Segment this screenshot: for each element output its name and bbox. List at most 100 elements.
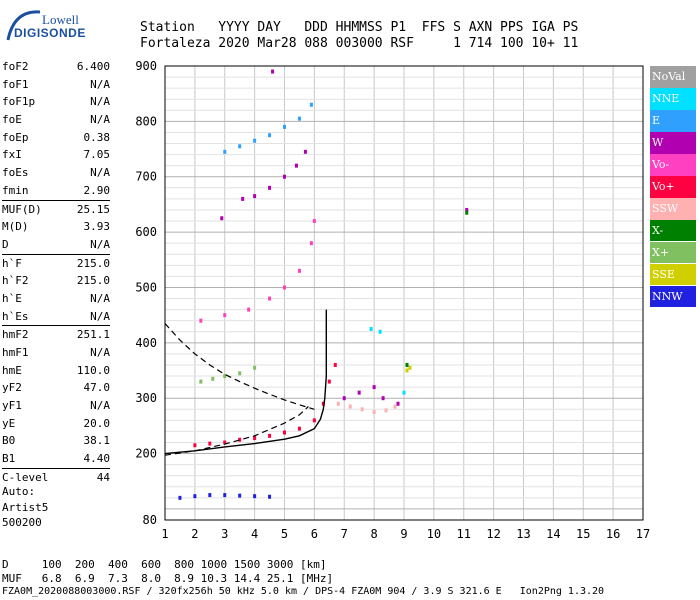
param-value: 4.40 bbox=[83, 452, 111, 466]
x-tick-label: 1 bbox=[161, 527, 168, 541]
echo-point bbox=[321, 401, 325, 406]
echo-point bbox=[223, 374, 227, 379]
x-tick-label: 13 bbox=[516, 527, 530, 541]
param-row: foF1p N/A bbox=[2, 93, 110, 111]
echo-point bbox=[271, 69, 275, 74]
echo-point bbox=[223, 440, 227, 445]
echo-point bbox=[297, 268, 301, 273]
param-row: M(D) 3.93 bbox=[2, 218, 110, 236]
param-label: foF2 bbox=[2, 60, 29, 73]
echo-point bbox=[268, 133, 272, 138]
echo-point bbox=[193, 443, 197, 448]
param-label: B0 bbox=[2, 434, 16, 448]
echo-point bbox=[303, 149, 307, 154]
legend-entry: NoVal bbox=[650, 66, 696, 88]
x-tick-label: 10 bbox=[427, 527, 441, 541]
x-tick-label: 7 bbox=[341, 527, 348, 541]
param-value: 3.93 bbox=[83, 220, 111, 234]
echo-point bbox=[199, 318, 203, 323]
param-row: MUF(D) 25.15 bbox=[2, 199, 110, 219]
param-row: hmF1 N/A bbox=[2, 344, 110, 362]
echo-point bbox=[238, 493, 242, 498]
muf-table-muf: MUF 6.8 6.9 7.3 8.0 8.9 10.3 14.4 25.1 [… bbox=[2, 572, 334, 585]
x-tick-label: 12 bbox=[486, 527, 500, 541]
echo-point bbox=[223, 313, 227, 318]
param-label: fmin bbox=[2, 183, 29, 197]
direction-legend: NoVal NNE E W Vo- Vo+ SSW X- X+ SSE NNW bbox=[650, 66, 696, 308]
echo-point bbox=[223, 493, 227, 498]
param-value: N/A bbox=[90, 113, 110, 127]
param-label: h`Es bbox=[2, 309, 29, 323]
echo-point bbox=[312, 418, 316, 423]
param-value: N/A bbox=[90, 237, 110, 251]
param-label: hmE bbox=[2, 363, 22, 377]
x-tick-label: 6 bbox=[311, 527, 318, 541]
y-tick-label: 80 bbox=[143, 513, 157, 527]
param-value: 215.0 bbox=[76, 274, 110, 288]
param-label: B1 bbox=[2, 452, 16, 466]
echo-point bbox=[253, 494, 257, 499]
echo-point bbox=[381, 396, 385, 401]
x-tick-label: 3 bbox=[221, 527, 228, 541]
y-tick-label: 500 bbox=[135, 280, 157, 294]
chart-marks bbox=[178, 69, 469, 500]
x-tick-label: 15 bbox=[576, 527, 590, 541]
echo-point bbox=[211, 376, 215, 381]
param-label: h`F bbox=[2, 256, 22, 270]
param-value: N/A bbox=[90, 291, 110, 305]
param-label: foEp bbox=[2, 130, 29, 144]
chart-grid bbox=[164, 65, 644, 520]
param-row: yF2 47.0 bbox=[2, 379, 110, 397]
chart-axes: 1 2 3 4 5 6 7 8 9 10 11 12 13 14 15 16 17802003004005006… bbox=[135, 59, 650, 541]
param-row: C-level 44 bbox=[2, 467, 110, 487]
legend-entry: SSW bbox=[650, 197, 696, 220]
muf-table-distance: D 100 200 400 600 800 1000 1500 3000 [km… bbox=[2, 558, 327, 571]
param-value: 251.1 bbox=[76, 328, 110, 342]
echo-point bbox=[268, 433, 272, 438]
param-value: N/A bbox=[90, 166, 110, 180]
param-row: h`Es N/A bbox=[2, 308, 110, 326]
echo-point bbox=[405, 362, 409, 367]
param-value: 44 bbox=[96, 470, 110, 484]
x-tick-label: 16 bbox=[606, 527, 620, 541]
legend-entry: X- bbox=[650, 219, 696, 242]
param-label: h`F2 bbox=[2, 274, 29, 288]
echo-point bbox=[378, 329, 382, 334]
header-line2: Fortaleza 2020 Mar28 088 003000 RSF 1 71… bbox=[140, 36, 579, 51]
echo-point bbox=[223, 149, 227, 154]
echo-point bbox=[238, 144, 242, 149]
echo-point bbox=[465, 210, 469, 215]
y-tick-label: 700 bbox=[135, 170, 157, 184]
echo-point bbox=[327, 379, 331, 384]
param-row: yE 20.0 bbox=[2, 415, 110, 433]
y-tick-label: 400 bbox=[135, 336, 157, 350]
param-row: hmE 110.0 bbox=[2, 362, 110, 380]
param-row: h`F 215.0 bbox=[2, 253, 110, 273]
y-tick-label: 600 bbox=[135, 225, 157, 239]
echo-point bbox=[312, 219, 316, 224]
y-tick-label: 800 bbox=[135, 114, 157, 128]
x-tick-label: 9 bbox=[400, 527, 407, 541]
param-value: 0.38 bbox=[83, 130, 111, 144]
echo-point bbox=[208, 441, 212, 446]
param-row: hmF2 251.1 bbox=[2, 325, 110, 344]
plot-frame bbox=[164, 65, 644, 521]
echo-point bbox=[336, 401, 340, 406]
muf-table: D 100 200 400 600 800 1000 1500 3000 [km… bbox=[2, 558, 333, 586]
echo-point bbox=[247, 307, 251, 312]
echo-point bbox=[405, 368, 409, 373]
dashed-upper-curve bbox=[164, 323, 315, 410]
param-label: h`E bbox=[2, 291, 22, 305]
echo-point bbox=[268, 185, 272, 190]
param-row: foE N/A bbox=[2, 111, 110, 129]
echo-point bbox=[253, 138, 257, 143]
param-row: foF1 N/A bbox=[2, 76, 110, 94]
param-value: N/A bbox=[90, 346, 110, 359]
param-row: foEp 0.38 bbox=[2, 129, 110, 147]
auto-label: Auto: bbox=[2, 485, 36, 498]
logo-line2: DIGISONDE bbox=[14, 26, 86, 40]
param-label: foF1 bbox=[2, 77, 29, 91]
param-label: D bbox=[2, 237, 9, 251]
x-tick-label: 14 bbox=[546, 527, 560, 541]
legend-entry: NNE bbox=[650, 87, 696, 110]
